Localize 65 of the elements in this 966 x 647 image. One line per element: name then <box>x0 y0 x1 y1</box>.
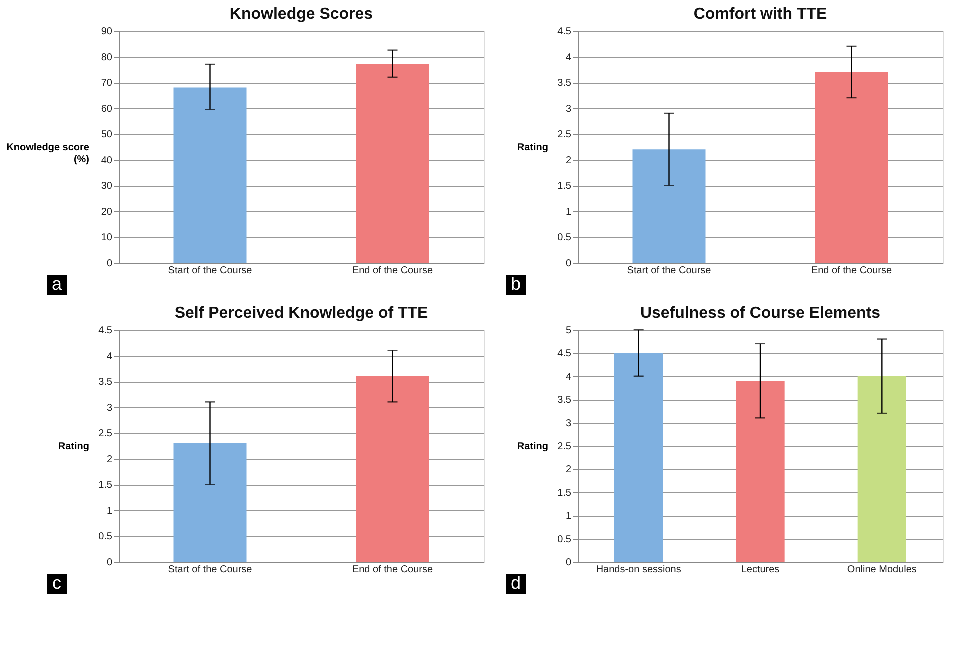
y-tick-label: 4 <box>566 372 572 383</box>
y-tick-label: 3.5 <box>98 377 113 388</box>
text: c <box>52 573 62 593</box>
bar <box>736 381 785 562</box>
y-tick-label: 2 <box>566 155 572 166</box>
y-tick-label: 20 <box>101 206 113 218</box>
y-tick-label: 90 <box>101 26 113 38</box>
y-tick-label: 70 <box>101 78 113 90</box>
y-tick-label: 40 <box>101 155 113 166</box>
y-tick-label: 4.5 <box>98 326 113 336</box>
y-tick-label: 4.5 <box>558 348 572 360</box>
y-tick-label: 60 <box>101 104 113 115</box>
y-tick-label: 0 <box>106 258 113 270</box>
y-tick-label: 4 <box>106 351 113 362</box>
x-tick-label: Start of the Course <box>627 266 712 276</box>
text: d <box>510 573 522 593</box>
x-tick-label: Online Modules <box>847 564 917 576</box>
x-tick-label: End of the Course <box>352 564 434 576</box>
x-tick-label: Start of the Course <box>168 564 253 576</box>
chart-title: Comfort with TTE <box>694 6 828 23</box>
y-tick-label: 50 <box>101 130 113 141</box>
y-tick-label: 4.5 <box>558 26 572 38</box>
chart-title: Self Perceived Knowledge of TTE <box>174 305 429 322</box>
y-tick-label: 2 <box>566 464 572 476</box>
chart-title: Usefulness of Course Elements <box>640 305 881 322</box>
y-tick-label: 0.5 <box>558 232 572 244</box>
bar <box>614 353 664 562</box>
y-tick-label: 3 <box>566 418 572 430</box>
y-tick-label: 1 <box>566 511 572 522</box>
text: b <box>510 274 522 294</box>
y-tick-label: 2 <box>106 454 113 466</box>
y-tick-label: 0 <box>566 258 572 270</box>
y-tick-label: 1.5 <box>98 480 113 492</box>
chart-title: Knowledge Scores <box>230 6 374 23</box>
x-tick-label: Lectures <box>741 564 780 576</box>
y-tick-label: 3 <box>106 402 113 414</box>
y-tick-label: 0.5 <box>98 532 113 543</box>
x-tick-label: End of the Course <box>811 266 892 276</box>
y-tick-label: 3 <box>566 104 572 115</box>
bar <box>858 376 906 562</box>
x-tick-label: Start of the Course <box>168 266 253 276</box>
y-tick-label: 4 <box>566 52 572 64</box>
y-tick-label: 1.5 <box>558 488 572 499</box>
y-tick-label: 2.5 <box>558 442 572 452</box>
y-tick-label: 2.5 <box>558 130 572 141</box>
y-axis-title: Rating <box>517 442 548 452</box>
y-tick-label: 1 <box>106 506 113 517</box>
y-tick-label: 3.5 <box>558 78 572 90</box>
y-tick-label: 0 <box>106 558 113 568</box>
y-tick-label: 0 <box>566 558 572 568</box>
y-tick-label: 3.5 <box>558 395 572 406</box>
y-axis-title: Rating <box>58 442 90 452</box>
y-tick-label: 1.5 <box>558 181 572 192</box>
y-axis-title: Rating <box>517 142 548 154</box>
y-tick-label: 80 <box>101 52 113 64</box>
text: a <box>52 274 63 294</box>
x-tick-label: End of the Course <box>352 266 434 276</box>
y-tick-label: 2.5 <box>98 428 113 440</box>
x-tick-label: Hands-on sessions <box>596 564 682 576</box>
y-tick-label: 0.5 <box>558 534 572 546</box>
y-axis-title: Knowledge score (%) <box>6 142 90 166</box>
y-tick-label: 30 <box>101 181 113 192</box>
y-tick-label: 5 <box>566 326 572 336</box>
y-tick-label: 1 <box>566 206 572 218</box>
y-tick-label: 10 <box>101 232 113 244</box>
